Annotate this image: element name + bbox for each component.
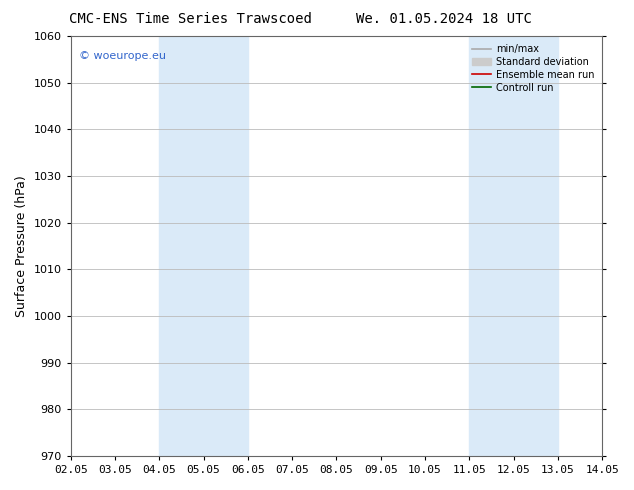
Bar	[469, 36, 558, 456]
Legend: min/max, Standard deviation, Ensemble mean run, Controll run: min/max, Standard deviation, Ensemble me…	[468, 40, 598, 97]
Y-axis label: Surface Pressure (hPa): Surface Pressure (hPa)	[15, 175, 28, 317]
Text: © woeurope.eu: © woeurope.eu	[79, 51, 165, 61]
Bar	[159, 36, 248, 456]
Text: CMC-ENS Time Series Trawscoed: CMC-ENS Time Series Trawscoed	[68, 12, 312, 26]
Text: We. 01.05.2024 18 UTC: We. 01.05.2024 18 UTC	[356, 12, 532, 26]
